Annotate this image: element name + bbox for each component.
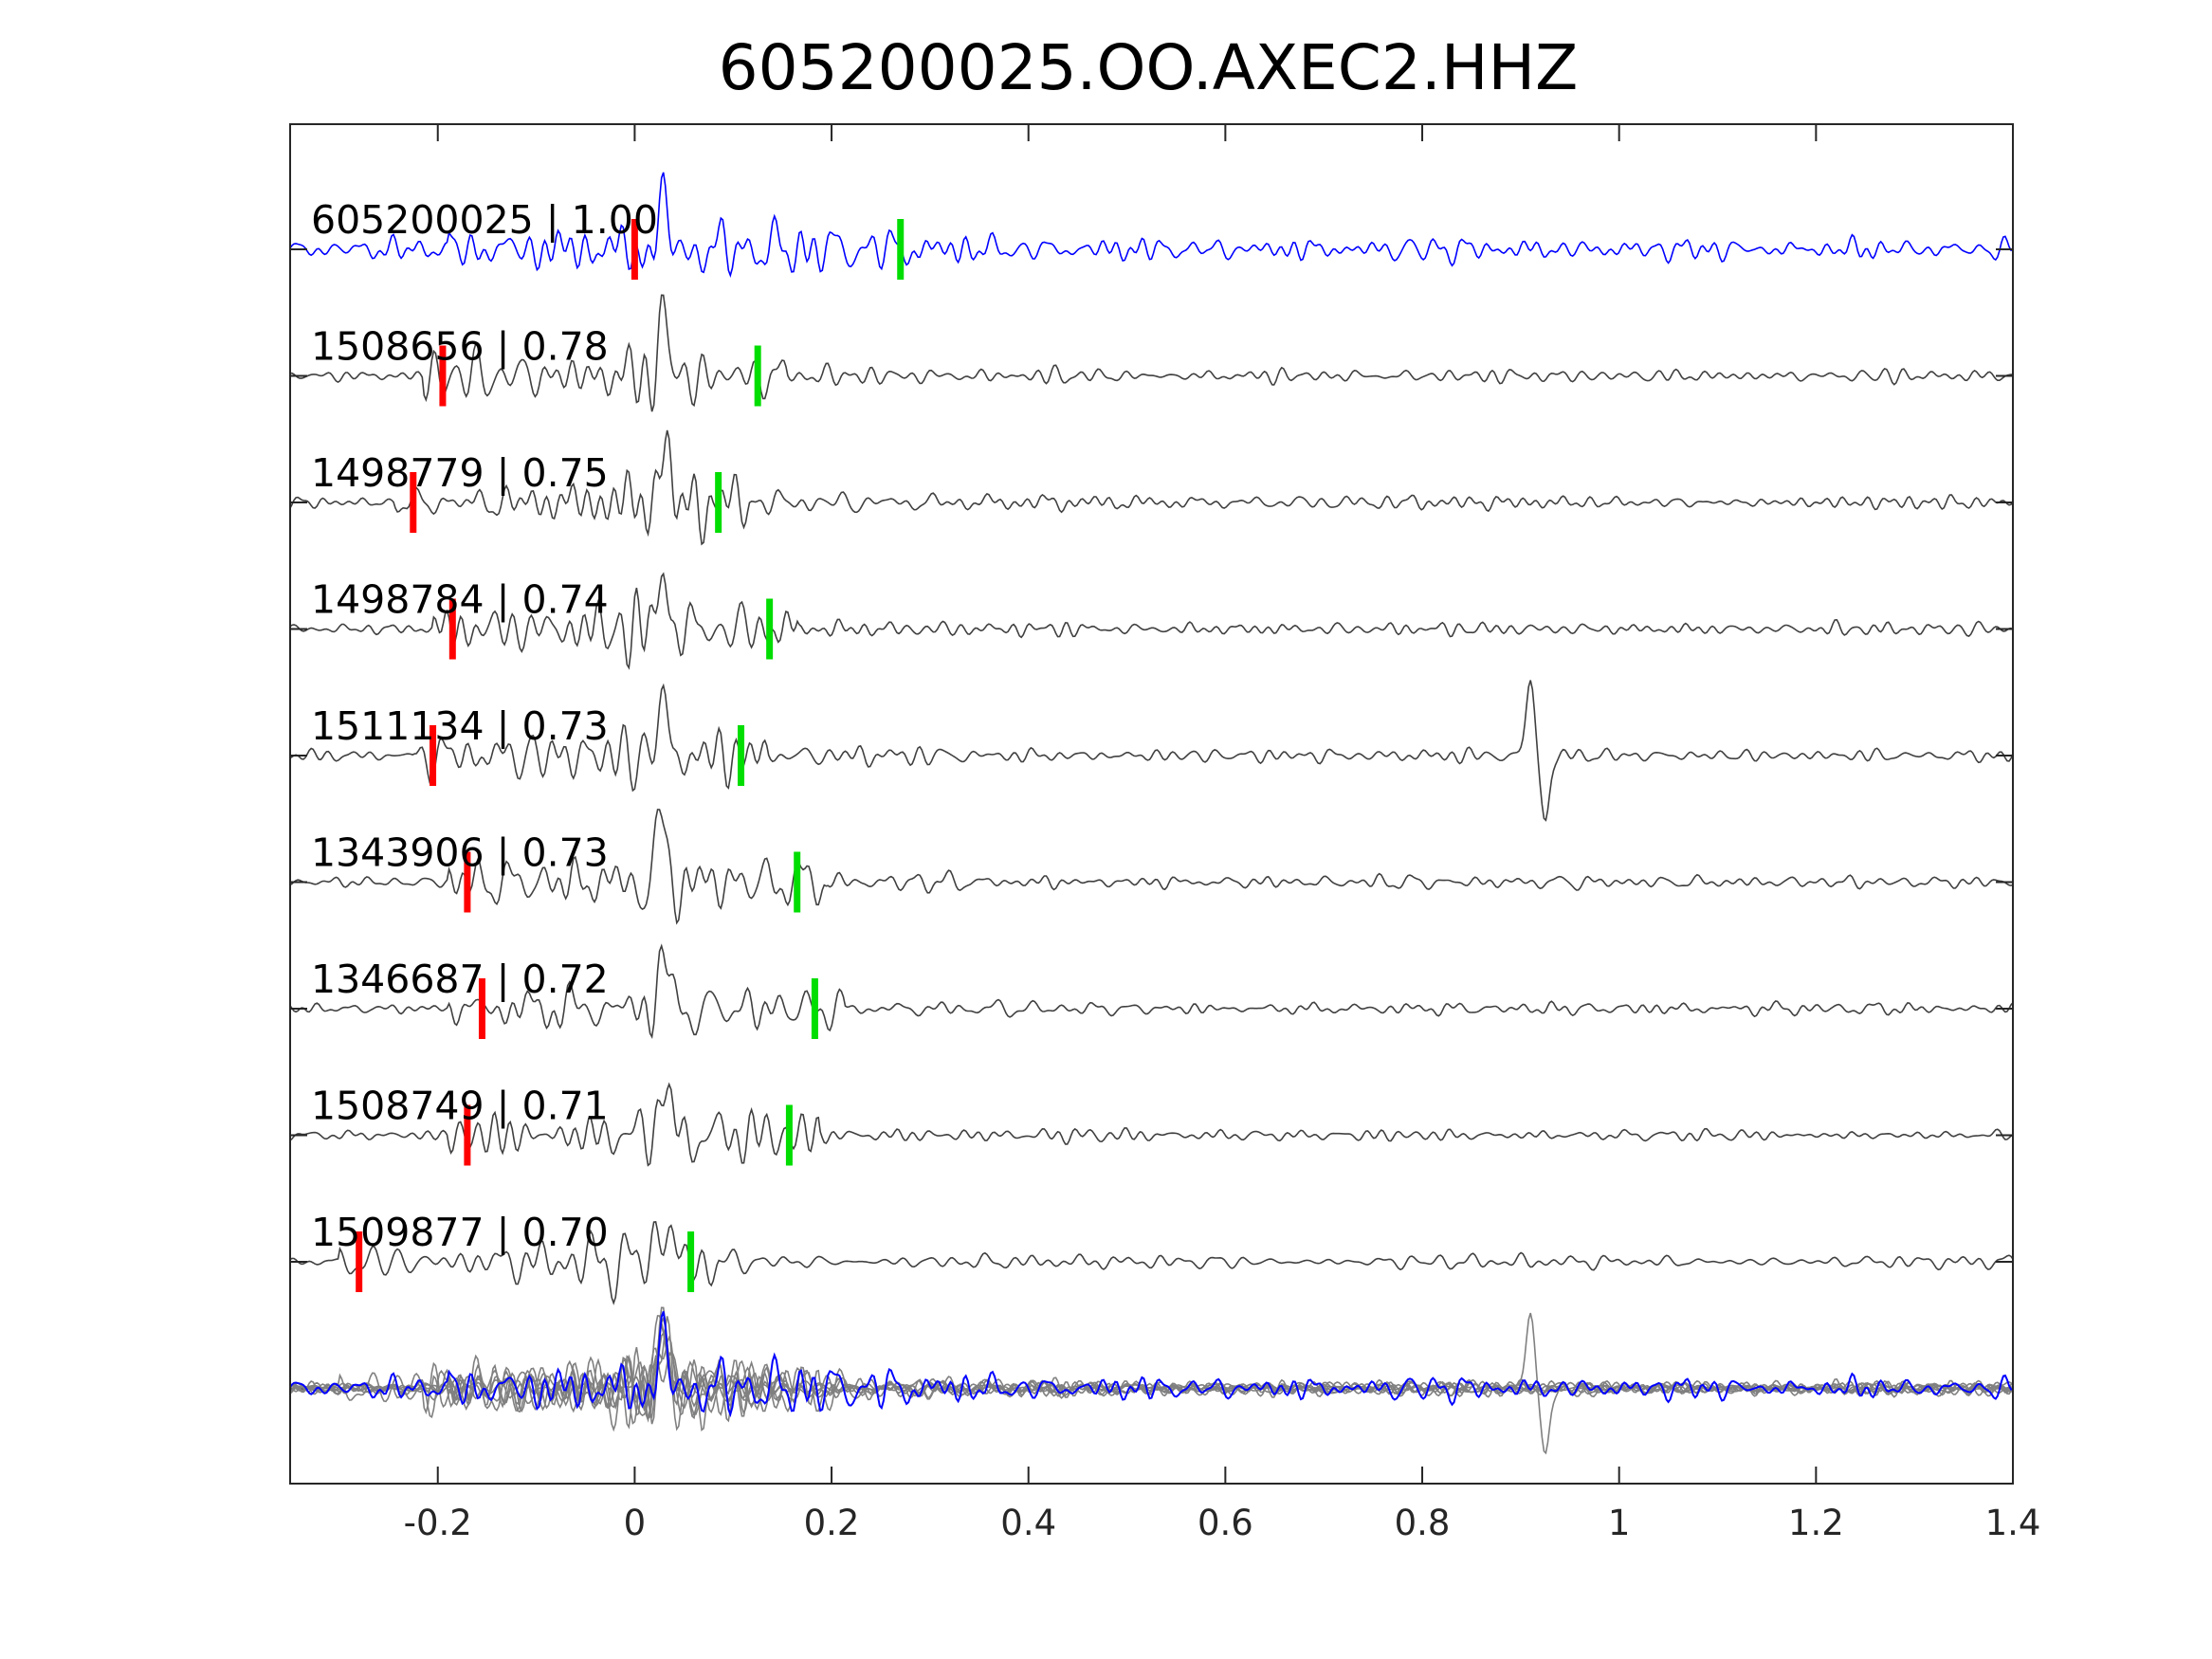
- trace-line-3: [289, 572, 2014, 670]
- overlay-trace-line: [289, 1347, 2014, 1432]
- overlay-trace-line: [289, 1315, 2014, 1431]
- overlay-trace-line: [289, 1322, 2014, 1419]
- trace-label-0: 605200025 | 1.00: [311, 197, 658, 243]
- x-tick-label: 0.6: [1197, 1503, 1253, 1543]
- x-tick-label: -0.2: [404, 1503, 472, 1543]
- trace-line-2: [289, 429, 2014, 546]
- plot-frame: [289, 123, 2014, 1485]
- x-tick-label: 0.4: [1000, 1503, 1056, 1543]
- x-axis-ticks: -0.2 0 0.2 0.4 0.6 0.8 1 1.2 1.4: [404, 124, 2041, 1543]
- overlay-trace-line: [289, 1316, 2014, 1431]
- trace-label-2: 1498779 | 0.75: [311, 450, 609, 496]
- overlay-trace-line: [289, 1312, 2014, 1455]
- overlay-trace-line: [289, 1331, 2014, 1430]
- x-tick-label: 1.4: [1985, 1503, 2041, 1543]
- x-tick-label: 1: [1608, 1503, 1631, 1543]
- overlay-stack: [289, 1306, 2014, 1455]
- trace-line-6: [289, 943, 2014, 1039]
- picks-layer: [356, 219, 905, 1292]
- traces-layer: [289, 172, 2014, 1305]
- trace-line-8: [289, 1221, 2014, 1305]
- x-tick-label: 1.2: [1788, 1503, 1844, 1543]
- trace-labels: 605200025 | 1.00 1508656 | 0.78 1498779 | …: [311, 197, 658, 1255]
- trace-label-3: 1498784 | 0.74: [311, 577, 609, 623]
- trace-line-4: [289, 680, 2014, 822]
- x-tick-label: 0: [624, 1503, 647, 1543]
- trace-line-7: [289, 1082, 2014, 1167]
- overlay-master-line: [289, 1311, 2014, 1418]
- x-tick-label: 0.8: [1395, 1503, 1451, 1543]
- trace-line-5: [289, 809, 2014, 925]
- trace-line-0: [289, 172, 2014, 278]
- x-tick-label: 0.2: [804, 1503, 860, 1543]
- chart-title: 605200025.OO.AXEC2.HHZ: [719, 31, 1579, 104]
- overlay-trace-line: [290, 1306, 2014, 1425]
- trace-label-7: 1508749 | 0.71: [311, 1084, 609, 1129]
- overlay-trace-line: [289, 1335, 2014, 1420]
- trace-label-4: 1511134 | 0.73: [311, 703, 609, 749]
- trace-line-1: [290, 294, 2014, 412]
- trace-label-1: 1508656 | 0.78: [311, 324, 609, 370]
- trace-label-8: 1509877 | 0.70: [311, 1210, 609, 1255]
- trace-label-6: 1346687 | 0.72: [311, 957, 609, 1002]
- trace-label-5: 1343906 | 0.73: [311, 830, 609, 876]
